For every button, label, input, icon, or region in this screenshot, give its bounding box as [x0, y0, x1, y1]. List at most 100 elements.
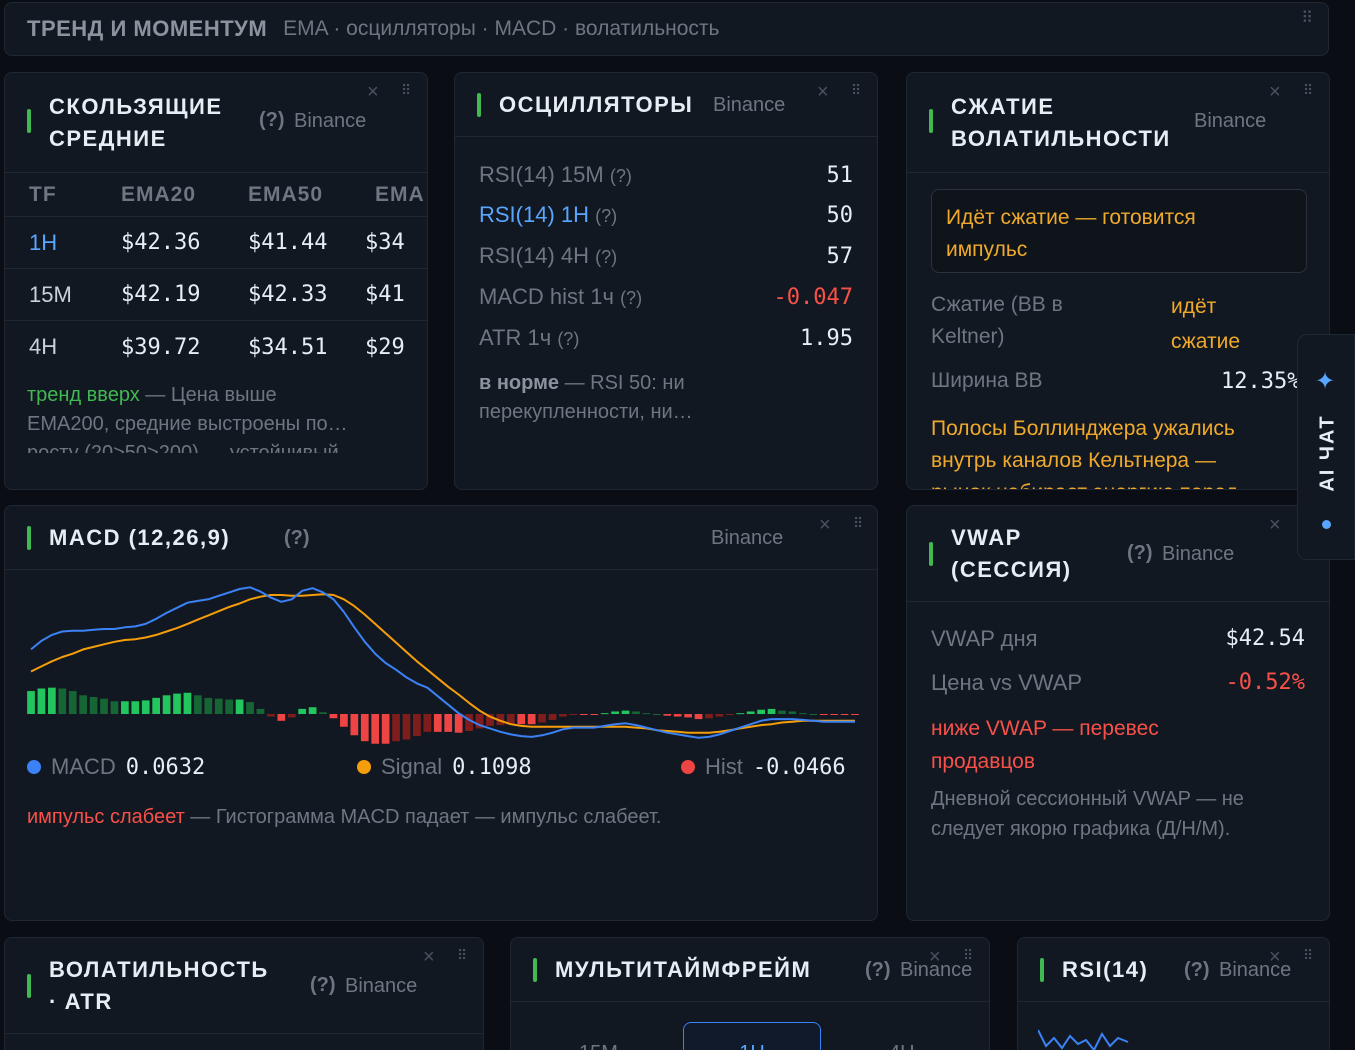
table-header: TF EMA20 EMA50 EMA	[5, 173, 427, 217]
close-icon[interactable]: ×	[929, 946, 941, 968]
histogram-bar	[496, 714, 505, 726]
vwap-description: Дневной сессионный VWAP — не следует яко…	[931, 788, 1244, 840]
ema20-cell: $42.19	[121, 282, 201, 307]
histogram-bar	[433, 714, 442, 732]
histogram-bar	[162, 695, 171, 714]
hist-dot-icon	[681, 760, 695, 774]
help-button[interactable]: (?)	[595, 247, 618, 267]
histogram-bar	[350, 714, 359, 736]
tab-4h[interactable]: 4H	[889, 1042, 915, 1050]
tab-15m[interactable]: 15M	[579, 1042, 618, 1050]
ema200-cell: $29	[365, 334, 405, 360]
column-header: TF	[29, 182, 57, 206]
drag-handle-icon[interactable]: ⠿	[1303, 947, 1315, 963]
ema-card: СКОЛЬЗЯЩИЕ СРЕДНИЕ (?) Binance × ⠿ TF EM…	[4, 72, 428, 490]
signal-value: 0.1098	[452, 754, 532, 780]
table-row[interactable]: 15M $42.19 $42.33 $41	[5, 269, 427, 321]
ema200-cell: $41	[365, 282, 405, 307]
squeeze-label: Сжатие (BB в Keltner)	[931, 293, 1063, 348]
table-row[interactable]: 4H $39.72 $34.51 $29	[5, 321, 427, 373]
card-title: MACD (12,26,9)	[49, 525, 231, 550]
drag-handle-icon[interactable]: ⠿	[401, 82, 413, 98]
histogram-bar	[131, 701, 140, 714]
histogram-bar	[392, 714, 400, 742]
squeeze-alert: Идёт сжатие — готовится импульс	[931, 189, 1307, 273]
ema50-cell: $34.51	[248, 334, 328, 360]
macd-status: импульс слабеет	[27, 806, 185, 828]
help-button[interactable]: (?)	[1127, 542, 1153, 564]
price-vs-vwap-row: Цена vs VWAP -0.52%	[931, 670, 1305, 695]
card-title: МУЛЬТИТАЙМФРЕЙМ	[555, 957, 812, 982]
close-icon[interactable]: ×	[1269, 81, 1281, 103]
multitimeframe-card: МУЛЬТИТАЙМФРЕЙМ (?) Binance × ⠿ 15M 1H 4…	[510, 937, 990, 1050]
card-header: СКОЛЬЗЯЩИЕ СРЕДНИЕ (?) Binance × ⠿	[5, 73, 427, 173]
oscillators-card: ОСЦИЛЛЯТОРЫ Binance × ⠿ RSI(14) 15M (?) …	[454, 72, 878, 490]
help-button[interactable]: (?)	[557, 329, 580, 349]
histogram-bar	[319, 712, 327, 714]
ema50-cell: $42.33	[248, 282, 328, 307]
accent-bar	[27, 526, 31, 550]
table-row[interactable]: 1H $42.36 $41.44 $34	[5, 217, 427, 269]
accent-bar	[27, 109, 31, 133]
trend-status: тренд вверх	[27, 384, 140, 406]
close-icon[interactable]: ×	[1269, 514, 1281, 536]
card-title: ОСЦИЛЛЯТОРЫ	[499, 92, 694, 117]
ai-chat-tab[interactable]: ✦ AI ЧАТ	[1297, 334, 1355, 560]
help-button[interactable]: (?)	[310, 974, 336, 996]
histogram-bar	[267, 714, 275, 717]
help-button[interactable]: (?)	[284, 527, 310, 549]
accent-bar	[1040, 958, 1044, 982]
macd-hist-row: MACD hist 1ч (?) -0.047	[479, 284, 853, 310]
oscillator-note: в норме — RSI 50: ни перекупленности, ни…	[479, 372, 693, 423]
card-title: ВОЛАТИЛЬНОСТЬ · ATR	[49, 957, 269, 1014]
histogram-bar	[454, 714, 463, 733]
close-icon[interactable]: ×	[817, 81, 829, 103]
help-button[interactable]: (?)	[1184, 959, 1210, 981]
help-button[interactable]: (?)	[595, 206, 618, 226]
source-label: Binance	[1162, 543, 1235, 565]
histogram-bar	[371, 714, 380, 744]
drag-handle-icon[interactable]: ⠿	[1303, 82, 1315, 98]
column-header: EMA	[375, 182, 425, 206]
section-title: ТРЕНД И МОМЕНТУМ	[27, 16, 268, 41]
drag-handle-icon[interactable]: ⠿	[963, 947, 975, 963]
histogram-bar	[548, 714, 557, 720]
drag-handle-icon[interactable]: ⠿	[853, 515, 865, 531]
drag-handle-icon[interactable]: ⠿	[457, 947, 469, 963]
histogram-bar	[569, 714, 578, 715]
rsi-value: 50	[826, 202, 854, 228]
atr-row: ATR 1ч (?) 1.95	[479, 325, 853, 351]
column-header: EMA50	[248, 182, 324, 206]
rsi-15m-row: RSI(14) 15M (?) 51	[479, 162, 853, 188]
histogram-bar	[809, 714, 818, 715]
histogram-bar	[58, 688, 67, 714]
help-button[interactable]: (?)	[259, 109, 285, 131]
tab-1h[interactable]: 1H	[683, 1022, 821, 1050]
card-header: СЖАТИЕ ВОЛАТИЛЬНОСТИ Binance × ⠿	[907, 73, 1329, 173]
source-label: Binance	[345, 975, 418, 997]
histogram-bar	[642, 713, 651, 715]
histogram-bar	[705, 714, 713, 719]
drag-handle-icon[interactable]: ⠿	[851, 82, 863, 98]
help-button[interactable]: (?)	[620, 288, 643, 308]
accent-bar	[533, 958, 537, 982]
signal-line	[30, 593, 855, 734]
trend-note: тренд вверх — Цена выше EMA200, средние …	[27, 384, 348, 453]
histogram-bar	[360, 714, 369, 742]
help-button[interactable]: (?)	[865, 959, 891, 981]
close-icon[interactable]: ×	[819, 514, 831, 536]
close-icon[interactable]: ×	[1269, 946, 1281, 968]
squeeze-card: СЖАТИЕ ВОЛАТИЛЬНОСТИ Binance × ⠿ Идёт сж…	[906, 72, 1330, 490]
histogram-bar	[340, 714, 348, 727]
sparkle-icon: ✦	[1315, 368, 1336, 395]
help-button[interactable]: (?)	[609, 166, 632, 186]
histogram-bar	[579, 714, 588, 715]
histogram-bar	[308, 707, 317, 714]
drag-handle-icon[interactable]: ⠿	[1301, 10, 1314, 27]
close-icon[interactable]: ×	[423, 946, 435, 968]
histogram-bar	[788, 711, 797, 714]
macd-line	[30, 586, 855, 739]
vwap-status: ниже VWAP — перевес продавцов	[931, 717, 1159, 773]
close-icon[interactable]: ×	[367, 81, 379, 103]
histogram-bar	[559, 714, 567, 717]
